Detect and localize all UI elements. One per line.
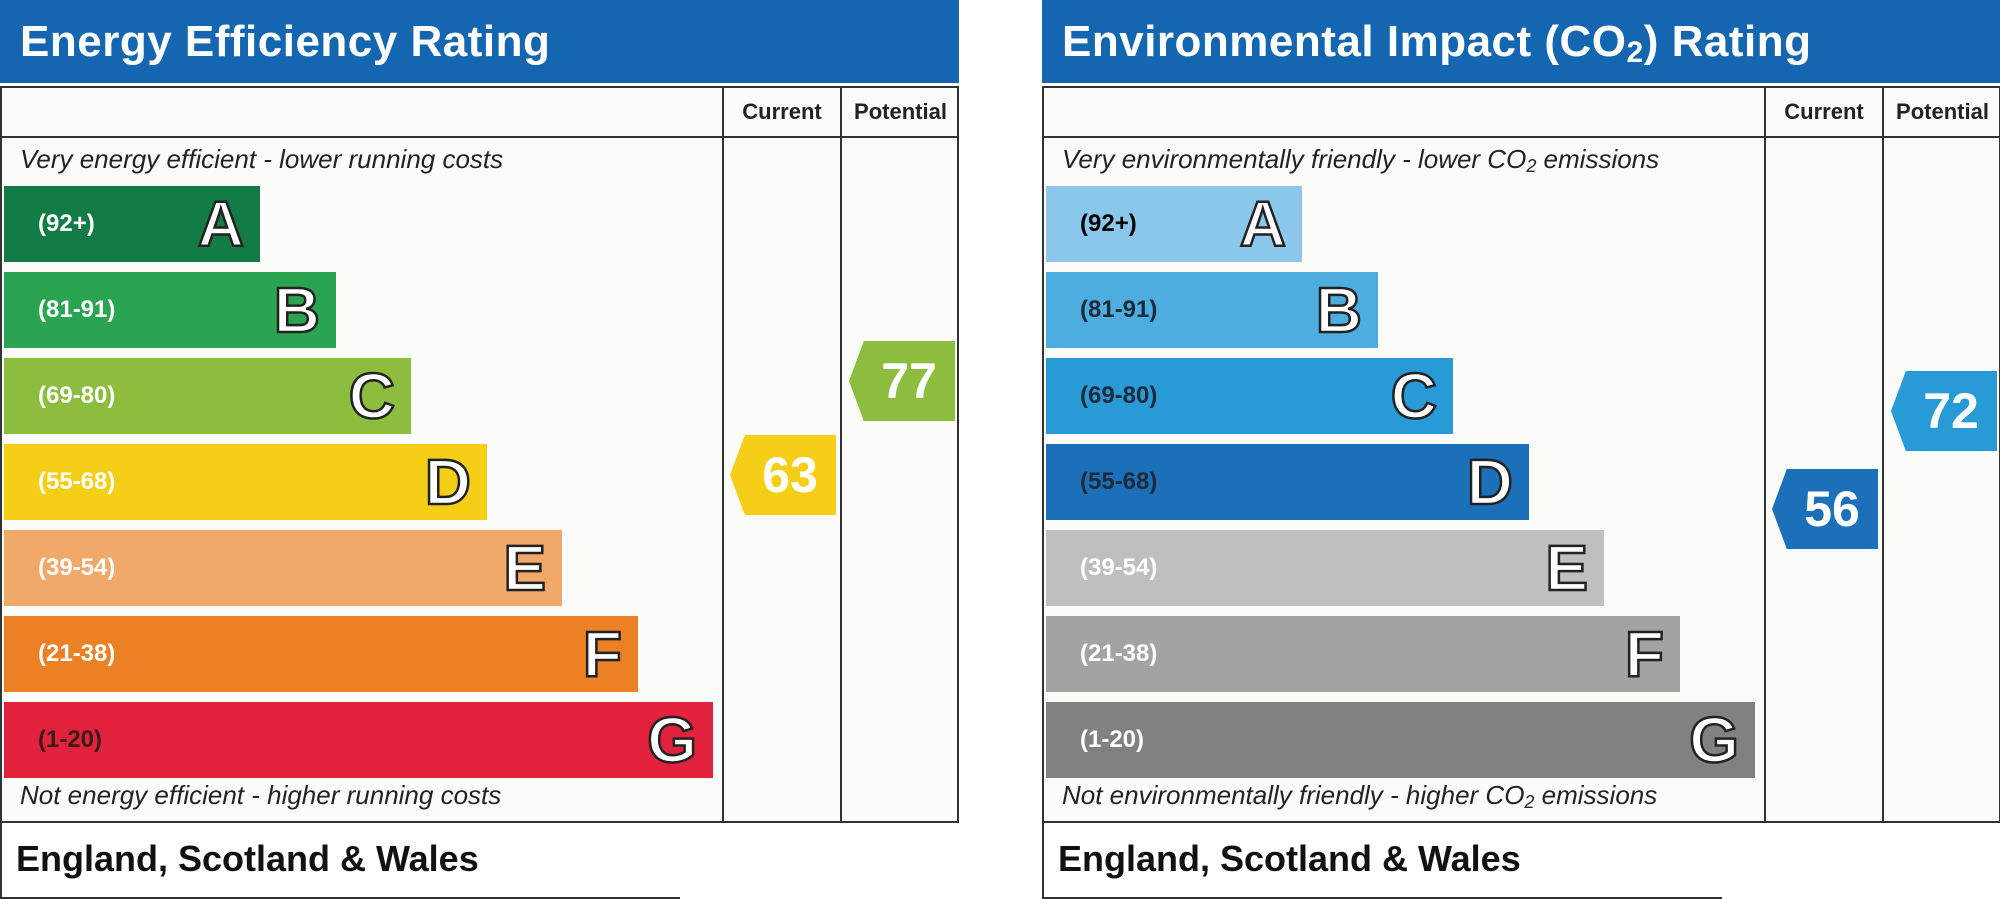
band-letter: A xyxy=(1239,188,1288,260)
bottom-note: Not energy efficient - higher running co… xyxy=(20,780,502,810)
rating-band-g: (1-20) G xyxy=(4,702,713,778)
potential-column-header: Potential xyxy=(1896,99,1989,124)
rating-band-b: (81-91) B xyxy=(4,272,336,348)
top-note: Very environmentally friendly - lower CO… xyxy=(1062,144,1660,176)
band-range-label: (92+) xyxy=(38,210,95,237)
band-range-label: (1-20) xyxy=(1080,726,1145,753)
chart-title: Energy Efficiency Rating xyxy=(0,0,959,83)
rating-band-a: (92+) A xyxy=(1046,186,1302,262)
band-letter: A xyxy=(197,188,246,260)
current-column-header: Current xyxy=(1784,99,1864,124)
rating-band-e: (39-54) E xyxy=(1046,530,1604,606)
band-letter: C xyxy=(1390,360,1439,432)
rating-band-f: (21-38) F xyxy=(4,616,638,692)
band-range-label: (21-38) xyxy=(1080,640,1158,667)
divider xyxy=(1882,88,1884,821)
band-letter: E xyxy=(1544,532,1589,604)
band-letter: D xyxy=(424,446,473,518)
band-letter: G xyxy=(1688,704,1740,776)
divider xyxy=(1044,136,1999,138)
band-letter: F xyxy=(1624,618,1666,690)
band-range-label: (1-20) xyxy=(38,726,103,753)
rating-band-f: (21-38) F xyxy=(1046,616,1680,692)
divider xyxy=(2,136,957,138)
band-letter: F xyxy=(582,618,624,690)
chart-title: Environmental Impact (CO2) Rating xyxy=(1042,0,2000,83)
band-letter: E xyxy=(502,532,547,604)
bottom-note: Not environmentally friendly - higher CO… xyxy=(1062,780,1658,812)
current-rating-arrow: 63 xyxy=(730,435,836,515)
potential-rating-arrow: 72 xyxy=(1891,371,1997,451)
band-letter: D xyxy=(1466,446,1515,518)
chart-title-text: Energy Efficiency Rating xyxy=(20,17,551,66)
potential-rating-value: 72 xyxy=(1923,383,1979,439)
band-letter: C xyxy=(348,360,397,432)
band-letter: B xyxy=(273,274,322,346)
rating-band-a: (92+) A xyxy=(4,186,260,262)
potential-column-header: Potential xyxy=(854,99,947,124)
rating-band-e: (39-54) E xyxy=(4,530,562,606)
region-footer: England, Scotland & Wales xyxy=(1042,823,1722,899)
band-range-label: (92+) xyxy=(1080,210,1137,237)
environmental-impact-chart: Environmental Impact (CO2) Rating Curren… xyxy=(1042,0,2000,899)
band-range-label: (55-68) xyxy=(38,468,116,495)
current-rating-value: 56 xyxy=(1804,481,1860,537)
current-rating-arrow: 56 xyxy=(1772,469,1878,549)
divider xyxy=(840,88,842,821)
band-range-label: (81-91) xyxy=(38,296,116,323)
potential-rating-value: 77 xyxy=(881,353,937,409)
band-range-label: (69-80) xyxy=(1080,382,1158,409)
current-column-header: Current xyxy=(742,99,822,124)
band-letter: B xyxy=(1315,274,1364,346)
band-range-label: (21-38) xyxy=(38,640,116,667)
energy-efficiency-chart: Energy Efficiency Rating Current Potenti… xyxy=(0,0,959,899)
rating-band-d: (55-68) D xyxy=(4,444,487,520)
rating-band-d: (55-68) D xyxy=(1046,444,1529,520)
divider xyxy=(722,88,724,821)
current-rating-value: 63 xyxy=(762,447,818,503)
band-range-label: (39-54) xyxy=(1080,554,1158,581)
region-footer: England, Scotland & Wales xyxy=(0,823,680,899)
rating-band-b: (81-91) B xyxy=(1046,272,1378,348)
rating-band-g: (1-20) G xyxy=(1046,702,1755,778)
band-range-label: (81-91) xyxy=(1080,296,1158,323)
chart-frame: Current Potential Very energy efficient … xyxy=(0,86,959,823)
rating-band-c: (69-80) C xyxy=(4,358,411,434)
band-letter: G xyxy=(646,704,698,776)
band-range-label: (55-68) xyxy=(1080,468,1158,495)
top-note: Very energy efficient - lower running co… xyxy=(20,144,504,174)
chart-frame: Current Potential Very environmentally f… xyxy=(1042,86,2000,823)
band-range-label: (69-80) xyxy=(38,382,116,409)
band-range-label: (39-54) xyxy=(38,554,116,581)
rating-band-c: (69-80) C xyxy=(1046,358,1453,434)
divider xyxy=(1764,88,1766,821)
potential-rating-arrow: 77 xyxy=(849,341,955,421)
chart-title-text: Environmental Impact (CO2) Rating xyxy=(1062,17,1812,69)
